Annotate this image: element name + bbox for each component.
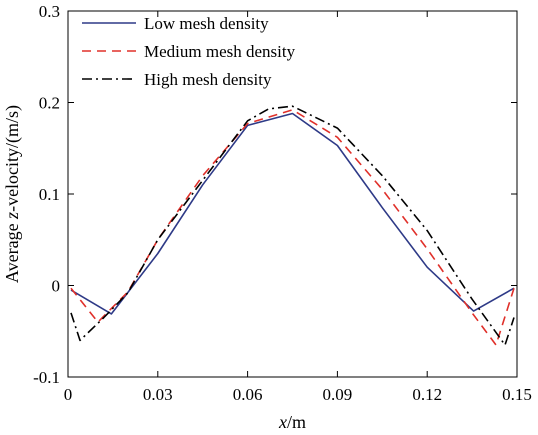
x-tick-label: 0 <box>64 385 73 404</box>
y-tick-label: 0.3 <box>39 2 60 21</box>
x-axis-unit: /m <box>287 412 306 432</box>
x-tick-label: 0.06 <box>233 385 263 404</box>
x-tick-label: 0.03 <box>143 385 173 404</box>
x-axis-title: x/m <box>278 412 306 432</box>
series-line-1 <box>70 112 515 315</box>
y-axis-pre: Average <box>2 219 22 283</box>
axes-frame <box>67 10 518 378</box>
x-axis-var: x <box>278 412 287 432</box>
legend-label-2: Medium mesh density <box>144 42 296 61</box>
series-layer <box>70 105 515 346</box>
legend-label-3: High mesh density <box>144 70 272 89</box>
y-axis-title: Average z-velocity/(m/s) <box>2 105 23 283</box>
x-tick-label: 0.09 <box>323 385 353 404</box>
legend-label-1: Low mesh density <box>144 14 269 33</box>
legend: Low mesh density Medium mesh density High … <box>82 14 296 89</box>
y-tick-label: -0.1 <box>33 368 60 387</box>
series-line-2 <box>70 109 515 346</box>
y-tick-label: 0.1 <box>39 185 60 204</box>
y-tick-label: 0 <box>52 277 61 296</box>
x-tick-label: 0.15 <box>502 385 532 404</box>
y-axis-post: -velocity/(m/s) <box>2 105 23 212</box>
series-line-3 <box>70 105 515 346</box>
x-tick-label: 0.12 <box>412 385 442 404</box>
ticks-layer: 0 0.03 0.06 0.09 0.12 0.15-0.100.10.20.3 <box>33 2 532 404</box>
y-axis-var: z <box>2 212 22 220</box>
y-tick-label: 0.2 <box>39 94 60 113</box>
